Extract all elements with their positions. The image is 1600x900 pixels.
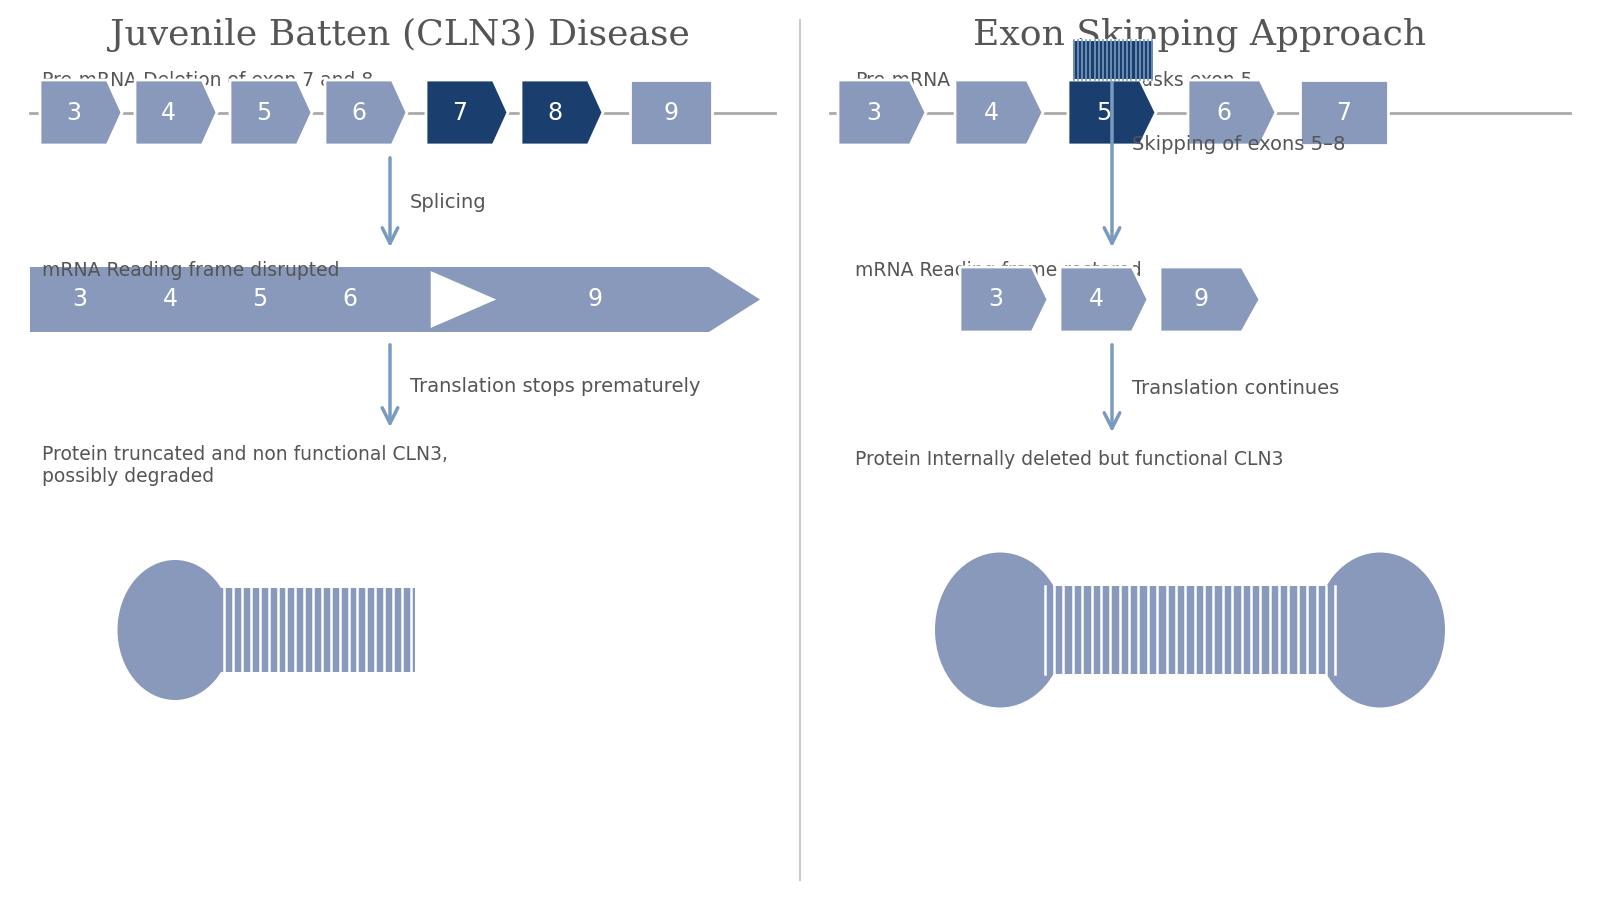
- Text: 6: 6: [350, 101, 366, 124]
- Polygon shape: [430, 270, 498, 329]
- Text: 4: 4: [984, 101, 998, 124]
- Text: Protein truncated and non functional CLN3,
possibly degraded: Protein truncated and non functional CLN…: [42, 445, 448, 486]
- Text: 4: 4: [1088, 287, 1104, 311]
- Polygon shape: [325, 80, 406, 145]
- Polygon shape: [1160, 267, 1261, 332]
- Text: 5: 5: [253, 287, 267, 311]
- Polygon shape: [230, 80, 312, 145]
- Polygon shape: [1187, 80, 1277, 145]
- Text: Pre-mRNA Deletion of exon 7 and 8: Pre-mRNA Deletion of exon 7 and 8: [42, 70, 373, 89]
- Text: 9: 9: [587, 287, 603, 311]
- Ellipse shape: [117, 560, 232, 700]
- Text: Splicing: Splicing: [410, 193, 486, 212]
- Text: 7: 7: [453, 101, 467, 124]
- Polygon shape: [40, 80, 122, 145]
- Text: 6: 6: [342, 287, 357, 311]
- Text: Juvenile Batten (CLN3) Disease: Juvenile Batten (CLN3) Disease: [110, 18, 690, 52]
- Text: 5: 5: [1096, 101, 1112, 124]
- Bar: [221, 588, 414, 672]
- Text: Protein Internally deleted but functional CLN3: Protein Internally deleted but functiona…: [854, 450, 1283, 469]
- Text: Exon Skipping Approach: Exon Skipping Approach: [973, 18, 1427, 52]
- Text: Skipping of exons 5–8: Skipping of exons 5–8: [1133, 136, 1346, 155]
- Text: 9: 9: [1194, 287, 1208, 311]
- Text: AO masks exon 5: AO masks exon 5: [1090, 70, 1253, 89]
- Polygon shape: [522, 80, 603, 145]
- Text: 7: 7: [1336, 101, 1352, 124]
- Text: 4: 4: [163, 287, 178, 311]
- Text: 6: 6: [1216, 101, 1232, 124]
- Bar: [630, 80, 712, 145]
- Text: 3: 3: [867, 101, 882, 124]
- Ellipse shape: [1315, 553, 1445, 707]
- Text: 4: 4: [162, 101, 176, 124]
- Polygon shape: [838, 80, 926, 145]
- Text: Pre-mRNA: Pre-mRNA: [854, 70, 950, 89]
- Polygon shape: [134, 80, 218, 145]
- Text: Translation stops prematurely: Translation stops prematurely: [410, 376, 701, 395]
- Text: 5: 5: [256, 101, 272, 124]
- Ellipse shape: [934, 553, 1066, 707]
- Text: mRNA Reading frame disrupted: mRNA Reading frame disrupted: [42, 260, 339, 280]
- Text: 3: 3: [989, 287, 1003, 311]
- Polygon shape: [1069, 80, 1155, 145]
- Polygon shape: [30, 267, 760, 332]
- Bar: [1299, 80, 1389, 145]
- Text: 8: 8: [547, 101, 562, 124]
- Text: Translation continues: Translation continues: [1133, 379, 1339, 398]
- Text: 9: 9: [664, 101, 678, 124]
- Polygon shape: [960, 267, 1048, 332]
- Polygon shape: [426, 80, 509, 145]
- Polygon shape: [955, 80, 1043, 145]
- Text: 3: 3: [66, 101, 82, 124]
- Text: 3: 3: [72, 287, 88, 311]
- Polygon shape: [1059, 267, 1149, 332]
- Bar: [1040, 586, 1341, 674]
- Bar: [1072, 40, 1154, 80]
- Text: mRNA Reading frame restored: mRNA Reading frame restored: [854, 260, 1142, 280]
